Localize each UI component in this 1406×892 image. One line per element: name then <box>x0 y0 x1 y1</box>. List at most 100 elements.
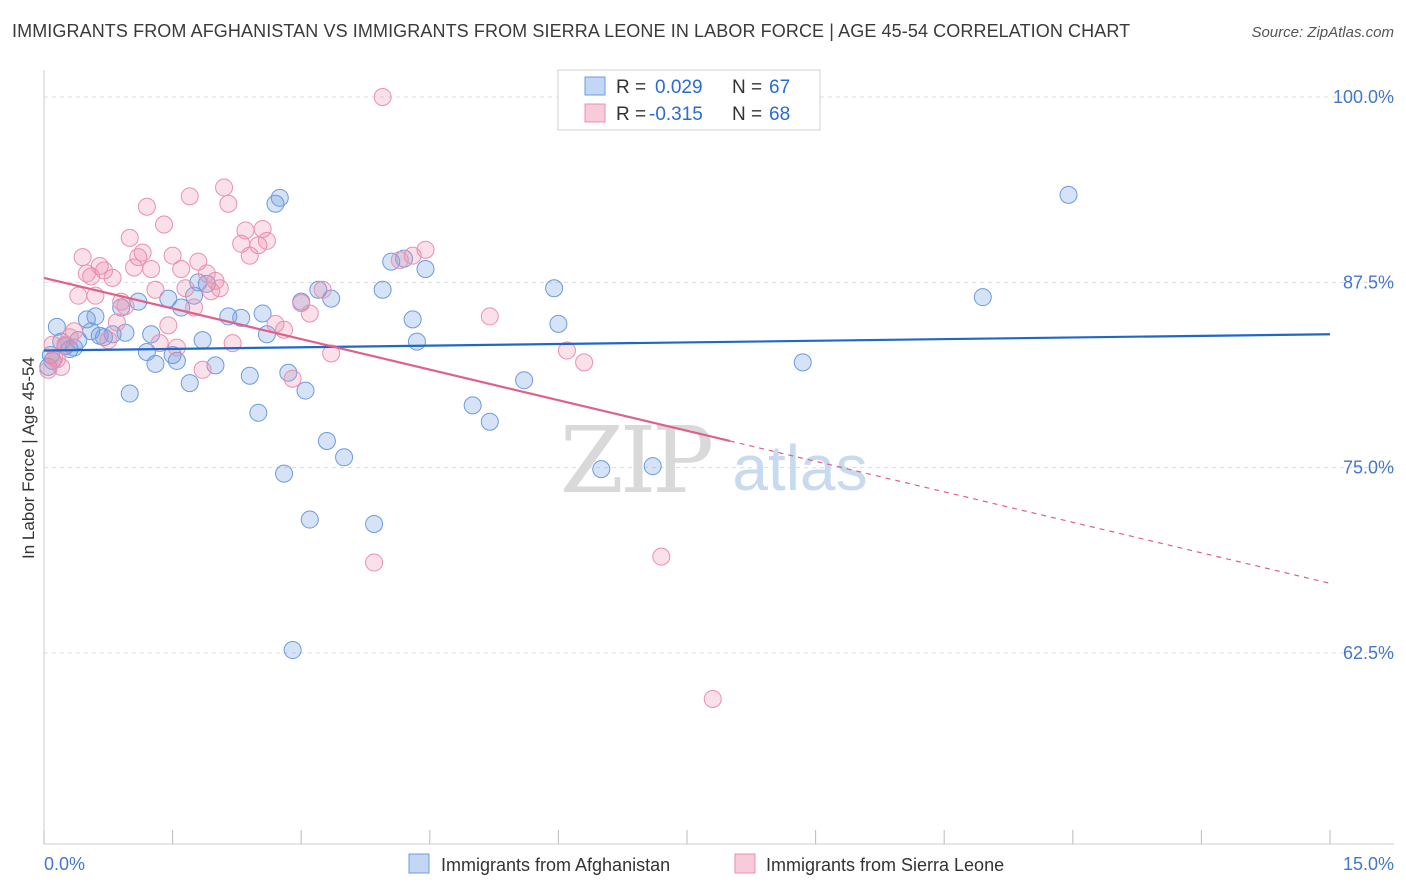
point-sierra-leone-6 <box>65 322 84 341</box>
point-sierra-leone-30 <box>167 338 186 357</box>
point-sierra-leone-26 <box>150 334 169 353</box>
y-tick-label-3: 100.0% <box>1333 87 1394 107</box>
point-sierra-leone-31 <box>172 259 191 278</box>
trend-line-sierra-leone <box>43 276 731 443</box>
point-sierra-leone-56 <box>322 344 341 363</box>
point-afghanistan-46 <box>365 515 384 534</box>
trend-line-afghanistan <box>43 333 1331 352</box>
y-axis-label: In Labor Force | Age 45-54 <box>19 357 38 559</box>
point-sierra-leone-3 <box>52 357 71 376</box>
watermark-atlas: atlas <box>732 432 867 504</box>
point-sierra-leone-40 <box>210 279 229 298</box>
y-tick-labels: 62.5% 75.0% 87.5% 100.0% <box>1333 87 1394 663</box>
point-sierra-leone-1 <box>43 335 62 354</box>
point-afghanistan-20 <box>167 351 186 370</box>
point-afghanistan-51 <box>407 332 426 351</box>
point-afghanistan-54 <box>480 412 499 431</box>
legend-swatch-afghanistan <box>408 853 430 874</box>
point-afghanistan-17 <box>146 354 165 373</box>
point-sierra-leone-7 <box>69 286 88 305</box>
point-sierra-leone-66 <box>703 689 722 708</box>
stats-n-value-2: 68 <box>769 104 790 125</box>
x-tick-labels: 0.0% 15.0% <box>44 854 1394 874</box>
point-sierra-leone-54 <box>300 304 319 323</box>
point-sierra-leone-14 <box>99 331 118 350</box>
point-afghanistan-60 <box>793 353 812 372</box>
point-afghanistan-22 <box>180 374 199 393</box>
point-sierra-leone-36 <box>193 360 212 379</box>
point-sierra-leone-57 <box>365 553 384 572</box>
point-afghanistan-58 <box>592 460 611 479</box>
legend-label-sierra-leone: Immigrants from Sierra Leone <box>766 855 1004 875</box>
point-sierra-leone-58 <box>373 88 392 106</box>
point-afghanistan-50 <box>403 310 422 329</box>
point-sierra-leone-48 <box>253 219 272 238</box>
point-sierra-leone-65 <box>652 547 671 566</box>
point-sierra-leone-28 <box>159 316 178 335</box>
point-afghanistan-62 <box>1059 185 1078 204</box>
stats-n-label-2: N = <box>732 104 762 125</box>
point-sierra-leone-61 <box>416 240 435 259</box>
y-tick-label-2: 87.5% <box>1343 272 1394 292</box>
stats-r-label-1: R = <box>616 77 646 98</box>
point-afghanistan-36 <box>275 464 294 483</box>
point-sierra-leone-22 <box>133 243 152 262</box>
trend-lines <box>43 276 1331 584</box>
point-afghanistan-65 <box>90 326 109 345</box>
point-afghanistan-53 <box>463 396 482 415</box>
stats-r-value-2: -0.315 <box>649 104 703 125</box>
point-afghanistan-32 <box>253 304 272 323</box>
legend-label-afghanistan: Immigrants from Afghanistan <box>441 855 670 875</box>
stats-legend-swatch-blue <box>584 76 606 96</box>
y-tick-label-0: 62.5% <box>1343 643 1394 663</box>
point-sierra-leone-8 <box>73 248 92 267</box>
stats-legend: R = 0.029 N = 67 R = -0.315 N = 68 <box>557 69 821 131</box>
point-sierra-leone-42 <box>219 194 238 213</box>
point-sierra-leone-18 <box>116 297 135 316</box>
point-sierra-leone-27 <box>155 215 174 234</box>
point-sierra-leone-15 <box>103 268 122 287</box>
point-afghanistan-30 <box>240 366 259 385</box>
x-tick-label-1: 15.0% <box>1343 854 1394 874</box>
point-afghanistan-35 <box>270 188 289 207</box>
point-sierra-leone-23 <box>137 197 156 216</box>
source-credit: Source: ZipAtlas.com <box>1251 24 1394 41</box>
point-sierra-leone-67 <box>45 348 64 367</box>
point-afghanistan-56 <box>545 279 564 298</box>
axes <box>43 70 1394 845</box>
point-afghanistan-61 <box>973 288 992 307</box>
point-sierra-leone-19 <box>120 228 139 247</box>
point-sierra-leone-29 <box>163 246 182 265</box>
point-sierra-leone-32 <box>176 279 195 298</box>
point-sierra-leone-63 <box>557 341 576 360</box>
legend-swatch-sierra-leone <box>734 853 756 874</box>
y-tick-label-1: 75.0% <box>1343 458 1394 478</box>
point-sierra-leone-45 <box>236 221 255 240</box>
stats-r-value-1: 0.029 <box>655 77 703 98</box>
stats-n-label-1: N = <box>732 77 762 98</box>
point-afghanistan-41 <box>300 510 319 529</box>
point-afghanistan-59 <box>643 457 662 476</box>
watermark-zip: ZIP <box>560 407 711 514</box>
point-afghanistan-29 <box>232 308 251 327</box>
point-sierra-leone-24 <box>142 259 161 278</box>
point-afghanistan-55 <box>515 371 534 390</box>
bottom-legend: Immigrants from Afghanistan Immigrants f… <box>408 853 1004 875</box>
point-afghanistan-42 <box>309 280 328 299</box>
point-sierra-leone-25 <box>146 280 165 299</box>
stats-n-value-1: 67 <box>769 77 790 98</box>
chart-title: IMMIGRANTS FROM AFGHANISTAN VS IMMIGRANT… <box>12 21 1131 41</box>
point-afghanistan-38 <box>283 641 302 660</box>
point-afghanistan-13 <box>120 384 139 403</box>
stats-legend-swatch-pink <box>584 103 606 123</box>
point-afghanistan-52 <box>416 259 435 278</box>
series-sierra-leone <box>39 88 722 708</box>
point-afghanistan-45 <box>335 448 354 467</box>
point-sierra-leone-41 <box>215 178 234 197</box>
x-tick-label-0: 0.0% <box>44 854 85 874</box>
point-afghanistan-47 <box>373 280 392 299</box>
point-sierra-leone-52 <box>283 369 302 388</box>
point-sierra-leone-55 <box>313 280 332 299</box>
watermark: ZIP atlas <box>560 407 868 514</box>
